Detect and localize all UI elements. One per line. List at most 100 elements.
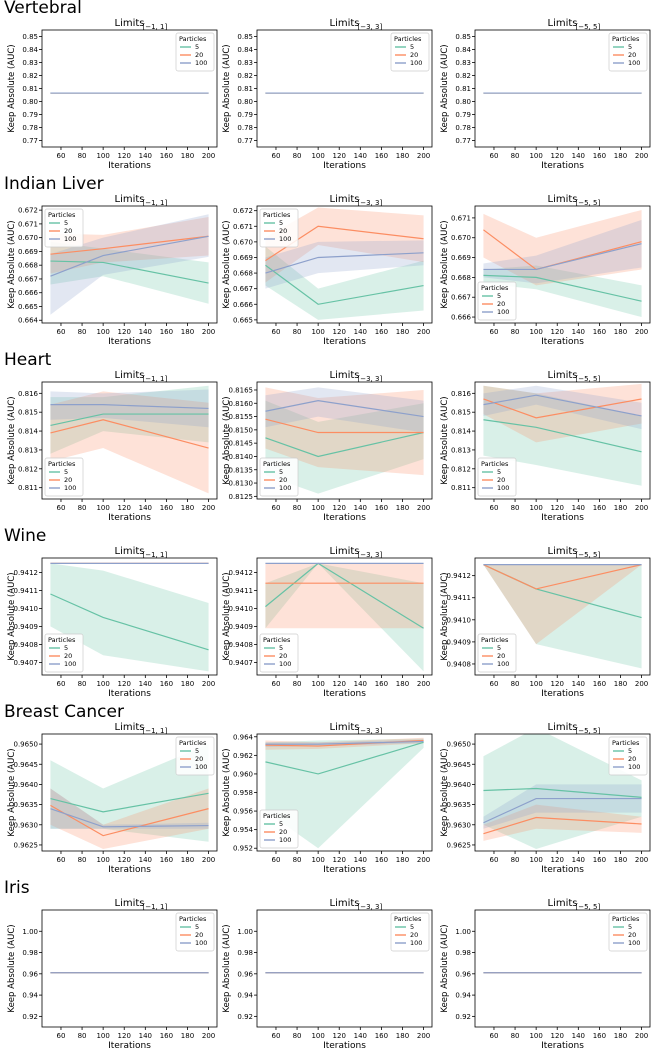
row-title: Iris [4,878,30,898]
x-tick-label: 100 [529,856,542,864]
y-tick-label: 0.954 [233,826,254,834]
x-tick-label: 60 [490,328,499,336]
y-axis-label: Keep Absolute (AUC) [440,572,450,660]
y-tick-label: 0.9635 [14,801,39,809]
y-tick-label: 0.958 [233,789,253,797]
x-tick-label: 120 [551,680,564,688]
x-tick-label: 200 [202,152,215,160]
x-tick-label: 80 [511,856,520,864]
confidence-band-100 [50,214,209,315]
x-axis-label: Iterations [541,689,584,699]
legend-box [259,457,299,497]
y-axis-label: Keep Absolute (AUC) [222,924,232,1012]
x-axis-label: Iterations [541,1041,584,1051]
y-axis-label: Keep Absolute (AUC) [440,748,450,836]
x-axis-label: Iterations [323,865,366,875]
y-tick-label: 0.8165 [229,386,254,394]
y-tick-label: 0.8140 [229,453,254,461]
plot-frame [256,557,433,676]
y-tick-label: 0.9411 [14,587,39,595]
legend-label-100: 100 [279,484,291,492]
legend-label-5: 5 [628,43,632,51]
y-tick-label: 0.9650 [447,741,472,749]
x-tick-label: 100 [529,680,542,688]
y-tick-label: 0.79 [237,111,253,119]
x-tick-label: 160 [160,856,173,864]
y-axis-label: Keep Absolute (AUC) [222,748,232,836]
x-tick-label: 180 [396,856,409,864]
legend-title: Particles [394,35,422,43]
legend-label-5: 5 [195,747,199,755]
legend-label-100: 100 [628,939,640,947]
legend-title: Particles [48,460,76,468]
y-tick-label: 0.8160 [229,400,254,408]
y-tick-label: 0.9650 [14,741,39,749]
row-title: Wine [4,526,47,546]
x-tick-label: 180 [614,152,627,160]
y-tick-label: 0.92 [237,1013,253,1021]
series-line-5 [265,741,424,775]
x-tick-label: 80 [78,680,87,688]
x-tick-label: 120 [333,152,346,160]
legend-label-5: 5 [628,923,632,931]
x-tick-label: 140 [354,1032,367,1040]
y-tick-label: 0.83 [22,59,38,67]
series-line-5 [483,787,642,798]
series-line-5 [50,260,209,284]
row-title: Breast Cancer [4,702,124,722]
x-tick-label: 120 [118,680,131,688]
x-tick-label: 180 [614,856,627,864]
x-tick-label: 100 [96,1032,109,1040]
legend-title: Particles [263,636,291,644]
x-tick-label: 60 [57,680,66,688]
series-line-20 [483,816,642,835]
series-line-100 [483,394,642,417]
legend-label-5: 5 [410,923,414,931]
legend-label-100: 100 [195,939,207,947]
y-tick-label: 0.664 [18,317,39,325]
legend-label-20: 20 [279,476,287,484]
confidence-band-5 [265,563,424,672]
chart-title: Limits [330,194,360,205]
x-tick-label: 180 [614,504,627,512]
series-line-20 [50,419,209,449]
legend-label-100: 100 [410,59,422,67]
x-axis-label: Iterations [323,689,366,699]
y-tick-label: 0.671 [233,223,253,231]
x-tick-label: 80 [293,504,302,512]
chart-title-limits: [−3, 3] [358,551,383,559]
chart-title: Limits [115,370,145,381]
confidence-band-20 [483,804,642,841]
y-tick-label: 0.666 [233,301,254,309]
legend-label-100: 100 [279,235,291,243]
y-tick-label: 0.816 [451,390,472,398]
legend-title: Particles [612,915,640,923]
x-tick-label: 140 [572,152,585,160]
x-tick-label: 120 [118,328,131,336]
y-tick-label: 0.671 [451,214,471,222]
y-tick-label: 0.81 [237,85,253,93]
x-tick-label: 180 [181,680,194,688]
y-tick-label: 0.84 [22,46,38,54]
legend-label-20: 20 [497,300,505,308]
y-tick-label: 0.9412 [14,569,39,577]
chart-title: Limits [548,898,578,909]
chart-title-limits: [−5, 5] [576,199,601,207]
x-tick-label: 180 [181,152,194,160]
series-line-20 [265,418,424,434]
y-tick-label: 0.813 [18,446,38,454]
y-tick-label: 1.00 [22,928,38,936]
legend-title: Particles [481,636,509,644]
y-tick-label: 0.962 [233,752,253,760]
y-axis-label: Keep Absolute (AUC) [440,396,450,484]
x-tick-label: 160 [375,328,388,336]
y-tick-label: 1.00 [455,928,471,936]
x-tick-label: 100 [529,152,542,160]
